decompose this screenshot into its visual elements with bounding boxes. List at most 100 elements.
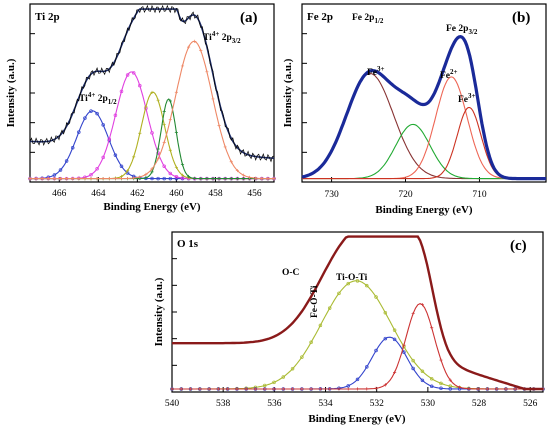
component-marker xyxy=(429,384,434,388)
component-marker xyxy=(365,365,369,369)
component-marker xyxy=(162,176,166,181)
component-marker xyxy=(95,177,99,181)
annotation-ti-o-ti: Ti-O-Ti xyxy=(336,273,368,283)
x-tick-label: 458 xyxy=(208,189,223,199)
component-marker xyxy=(101,123,105,127)
component-marker xyxy=(113,176,117,181)
component-marker xyxy=(420,369,425,374)
component-marker xyxy=(34,177,38,181)
envelope-curve xyxy=(29,8,275,160)
annotation-fe-2p1-2: Fe 2p1/2 xyxy=(352,13,384,25)
component-marker xyxy=(420,303,425,307)
component-marker xyxy=(89,172,93,177)
component-marker xyxy=(393,370,397,375)
panel-letter-b: (b) xyxy=(512,10,530,26)
component-marker xyxy=(355,377,360,382)
component-marker xyxy=(119,89,124,94)
component-marker xyxy=(174,175,179,179)
component-marker xyxy=(223,145,227,149)
component-marker xyxy=(52,177,56,181)
component-marker xyxy=(476,387,480,391)
component-marker xyxy=(495,387,499,391)
component-marker xyxy=(328,387,332,391)
component-marker xyxy=(77,130,81,134)
component-marker xyxy=(272,380,276,385)
plot-frame-c xyxy=(171,231,544,393)
component-marker xyxy=(439,386,443,391)
component-marker xyxy=(318,323,323,328)
component-marker xyxy=(168,176,173,181)
component-peak-4 xyxy=(30,40,274,180)
component-marker xyxy=(402,350,406,354)
component-marker xyxy=(241,173,246,177)
component-marker xyxy=(77,177,81,181)
plot-area-a xyxy=(28,4,276,181)
component-marker xyxy=(70,146,75,150)
panel-title-a: Ti 2p xyxy=(35,11,60,23)
component-marker xyxy=(132,155,136,159)
component-marker xyxy=(138,131,142,135)
component-peak-0 xyxy=(172,280,543,390)
component-marker xyxy=(346,281,350,286)
component-marker xyxy=(174,130,178,135)
component-marker xyxy=(402,343,406,347)
component-marker xyxy=(355,387,360,391)
component-marker xyxy=(337,291,341,296)
component-marker xyxy=(207,387,211,391)
component-marker xyxy=(174,165,178,169)
component-marker xyxy=(467,387,471,391)
component-marker xyxy=(439,381,443,386)
component-peak-1 xyxy=(172,336,543,390)
panel-o1s: O 1s (c) Binding Energy (eV) Intensity (… xyxy=(153,231,545,425)
component-marker xyxy=(113,113,118,118)
component-marker xyxy=(107,177,111,181)
panel-ti2p: Ti 2p (a) Binding Energy (eV) Intensity … xyxy=(5,3,276,213)
component-marker xyxy=(150,176,154,181)
panel-title-c: O 1s xyxy=(177,238,199,250)
component-marker xyxy=(179,387,183,391)
component-marker xyxy=(180,162,185,167)
component-marker xyxy=(290,366,295,371)
component-marker xyxy=(513,387,517,391)
panel-letter-c: (c) xyxy=(510,238,527,254)
component-marker xyxy=(281,375,286,379)
component-marker xyxy=(40,177,44,181)
x-tick-label: 730 xyxy=(324,190,339,200)
panel-title-b: Fe 2p xyxy=(307,11,333,23)
x-tick-label: 462 xyxy=(130,189,145,199)
panel-letter-a: (a) xyxy=(240,10,258,26)
component-peak-0 xyxy=(301,72,546,180)
component-marker xyxy=(162,140,166,144)
component-marker xyxy=(253,387,258,391)
x-tick-label: 466 xyxy=(52,189,67,199)
component-marker xyxy=(64,159,69,163)
component-marker xyxy=(156,157,160,161)
component-marker xyxy=(126,176,130,181)
component-marker xyxy=(327,306,332,310)
component-marker xyxy=(300,355,304,359)
x-ticks-c: 540 538 536 534 532 530 528 526 xyxy=(165,387,538,409)
component-marker xyxy=(211,97,215,101)
component-marker xyxy=(119,176,124,181)
component-marker xyxy=(28,177,32,181)
component-marker xyxy=(457,385,462,389)
annotation-ti-2p1-2: Ti4+ 2p1/2 xyxy=(79,91,117,106)
component-marker xyxy=(217,177,221,181)
component-marker xyxy=(119,164,124,168)
component-marker xyxy=(168,99,172,103)
component-marker xyxy=(65,177,69,181)
raw-spectrum xyxy=(29,4,275,163)
annotation-o-c: O-C xyxy=(282,268,300,278)
component-marker xyxy=(365,387,369,391)
component-marker xyxy=(156,98,160,102)
component-marker xyxy=(392,328,397,332)
x-tick-label: 710 xyxy=(472,190,487,200)
component-marker xyxy=(101,155,105,160)
y-ticks-b xyxy=(302,33,307,153)
component-marker xyxy=(365,283,369,288)
component-marker xyxy=(156,147,160,151)
component-marker xyxy=(89,177,93,181)
component-marker xyxy=(439,358,443,362)
component-marker xyxy=(226,387,230,391)
component-marker xyxy=(223,177,227,181)
